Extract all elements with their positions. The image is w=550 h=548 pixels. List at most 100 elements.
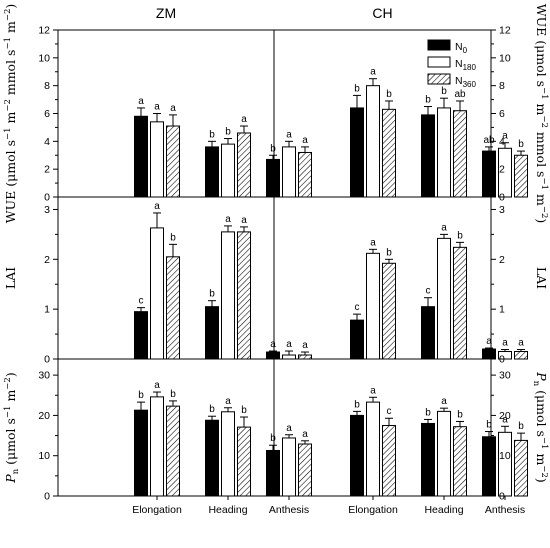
bar-wue-ch-heading-n0 [421, 114, 435, 198]
bar-pn-ch-heading-n180 [437, 410, 451, 497]
bar-pn-ch-heading-n360 [453, 426, 467, 497]
ytick-label-left-lai: 1 [44, 304, 50, 316]
significance-letter: a [225, 396, 231, 407]
y-axis-label-lai-right: LAI [534, 267, 549, 289]
legend-label-n0: N0 [455, 41, 468, 55]
bar-wue-zm-heading-n360 [237, 132, 251, 198]
ylabel-sup4: −2 [3, 9, 13, 22]
ytick-label-left-lai: 0 [44, 354, 50, 366]
ylabel-italic: P [3, 474, 18, 484]
bar-pn-zm-elongation-n0 [134, 409, 148, 497]
bar-pn-ch-heading-n0 [421, 422, 435, 497]
ytick-label-left-pn: 0 [44, 491, 50, 503]
bar-pn-ch-anthesis-n0 [482, 436, 496, 497]
bar-wue-zm-elongation-n180 [150, 121, 164, 198]
ylabel-sup2: −2 [539, 465, 549, 478]
ylabel-main: LAI [3, 267, 18, 289]
legend-sub: 360 [463, 80, 477, 89]
ytick-label-right-wue: 2 [499, 164, 505, 176]
significance-letter: a [502, 414, 508, 425]
legend-base: N [455, 58, 463, 70]
ylabel-italic: P [534, 371, 549, 381]
significance-letter: a [486, 336, 492, 347]
ylabel-mid1: m [534, 449, 549, 465]
significance-letter: b [270, 433, 276, 444]
significance-letter: b [170, 389, 176, 400]
significance-letter: b [225, 127, 231, 138]
significance-letter: a [225, 214, 231, 225]
bar-pn-zm-elongation-n360 [166, 405, 180, 497]
significance-letter: b [518, 421, 524, 432]
significance-letter: a [154, 102, 160, 113]
significance-letter: b [518, 139, 524, 150]
y-axis-label-wue-right: WUE (μmol s−1 m−2 mmol s−1 m−2) [534, 4, 549, 224]
ytick-label-right-pn: 10 [499, 450, 511, 462]
legend-label-n360: N360 [455, 75, 476, 89]
significance-letter: b [354, 399, 360, 410]
ylabel-end: ) [3, 4, 18, 9]
legend-swatch-n360 [427, 73, 451, 85]
ylabel-sup1: −1 [3, 127, 13, 140]
ytick-label-left-pn: 10 [38, 450, 50, 462]
significance-letter: ab [454, 89, 466, 100]
ytick-label-right-wue: 10 [499, 52, 511, 64]
bar-wue-ch-anthesis-n360 [514, 154, 528, 198]
significance-letter: a [138, 96, 144, 107]
ylabel-mid3: m [3, 21, 18, 37]
bar-pn-zm-heading-n360 [237, 426, 251, 497]
ylabel-main: LAI [534, 267, 549, 289]
bars-layer [134, 78, 528, 497]
ytick-label-right-pn: 0 [499, 491, 505, 503]
bar-wue-zm-anthesis-n360 [298, 151, 312, 198]
ytick-label-left-lai: 3 [44, 204, 50, 216]
significance-letter: c [355, 302, 360, 313]
significance-letter: b [270, 143, 276, 154]
bar-lai-zm-anthesis-n0 [266, 351, 280, 360]
significance-letter: a [170, 103, 176, 114]
bar-wue-ch-elongation-n180 [366, 85, 380, 198]
bar-lai-ch-elongation-n180 [366, 252, 380, 360]
legend-sub: 0 [463, 46, 468, 55]
ylabel-end: ) [534, 478, 549, 483]
significance-letter: ab [483, 135, 495, 146]
y-axis-label-lai-left: LAI [3, 267, 18, 289]
bar-wue-ch-elongation-n0 [350, 107, 364, 198]
bar-pn-zm-anthesis-n360 [298, 443, 312, 497]
significance-letter: a [370, 67, 376, 78]
significance-letter: a [241, 114, 247, 125]
ylabel-mid2: mmol s [534, 128, 549, 178]
bar-lai-zm-elongation-n180 [150, 227, 164, 360]
ylabel-mid1: m [534, 100, 549, 116]
bar-pn-ch-elongation-n180 [366, 401, 380, 497]
bar-lai-ch-heading-n180 [437, 237, 451, 360]
significance-letter: a [518, 338, 524, 349]
legend-sub: 180 [463, 63, 477, 72]
ytick-label-left-lai: 2 [44, 254, 50, 266]
significance-letter: c [139, 296, 144, 307]
bar-lai-zm-anthesis-n180 [282, 354, 296, 360]
significance-letter: a [241, 215, 247, 226]
significance-letter: b [209, 129, 215, 140]
bar-lai-zm-elongation-n0 [134, 311, 148, 360]
significance-letter: a [302, 340, 308, 351]
legend-base: N [455, 75, 463, 87]
ytick-label-left-pn: 20 [38, 410, 50, 422]
ytick-label-left-wue: 8 [44, 80, 50, 92]
bar-pn-ch-elongation-n0 [350, 414, 364, 497]
significance-letter: a [302, 135, 308, 146]
ylabel-sup1: −1 [3, 406, 13, 419]
bar-wue-zm-heading-n0 [205, 146, 219, 198]
ylabel-sup2: −2 [3, 377, 13, 390]
bar-lai-zm-elongation-n360 [166, 256, 180, 360]
ytick-label-right-lai: 0 [499, 354, 505, 366]
ytick-label-right-wue: 6 [499, 108, 505, 120]
bar-lai-zm-heading-n180 [221, 231, 235, 360]
significance-letter: a [441, 396, 447, 407]
significance-letter: b [386, 89, 392, 100]
bar-lai-ch-elongation-n0 [350, 319, 364, 360]
ytick-label-left-wue: 6 [44, 108, 50, 120]
legend-swatch-n180 [427, 56, 451, 68]
significance-letter: a [286, 423, 292, 434]
ylabel-sup1: −1 [539, 87, 549, 100]
